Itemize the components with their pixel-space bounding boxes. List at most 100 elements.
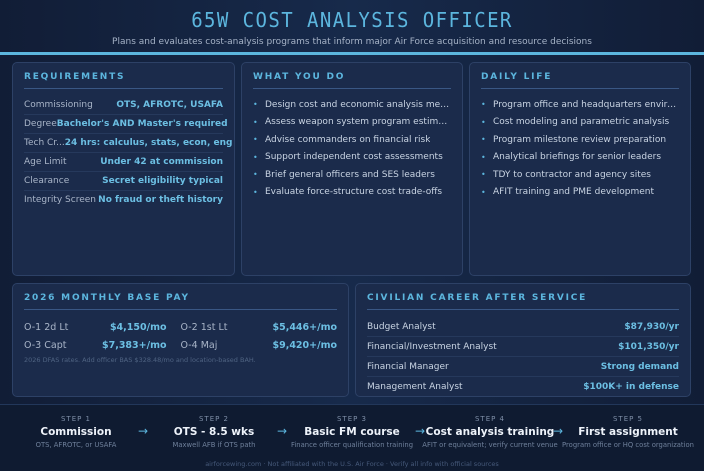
footer-disclaimer: airforcewing.com · Not affiliated with t… bbox=[205, 460, 499, 468]
step-name: Commission bbox=[40, 426, 112, 438]
pay-grade: O-3 Capt bbox=[24, 339, 67, 351]
pay-cell: O-4 Maj $9,420+/mo bbox=[181, 340, 338, 351]
what-you-do-panel: WHAT YOU DO • Design cost and economic an… bbox=[241, 62, 463, 276]
requirement-value: 24 hrs: calculus, stats, econ, eng bbox=[64, 138, 233, 148]
arrow-right-icon: → bbox=[553, 424, 564, 438]
career-salary: Strong demand bbox=[600, 361, 679, 372]
pay-amount: $4,150/mo bbox=[109, 321, 167, 333]
requirement-value: Secret eligibility typical bbox=[102, 176, 223, 186]
pay-cell: O-2 1st Lt $5,446+/mo bbox=[181, 322, 338, 333]
bullet-icon: • bbox=[253, 135, 258, 145]
step-number: STEP 1 bbox=[60, 415, 92, 423]
timeline-step-4: STEP 4 Cost analysis training AFIT or eq… bbox=[420, 415, 560, 449]
list-item: • Advise commanders on financial risk bbox=[253, 134, 431, 145]
daily-life-panel: DAILY LIFE • Program office and headquart… bbox=[469, 62, 691, 276]
requirements-list: Commissioning OTS, AFROTC, USAFA Degree Ba… bbox=[24, 96, 232, 209]
pay-amount: $7,383+/mo bbox=[101, 339, 167, 351]
page-header: 65W COST ANALYSIS OFFICER Plans and eval… bbox=[0, 0, 704, 54]
step-description: AFIT or equivalent; verify current venue bbox=[422, 441, 558, 449]
step-number: STEP 3 bbox=[336, 415, 368, 423]
requirement-row: Integrity Screen No fraud or theft histor… bbox=[24, 191, 223, 209]
pay-cell: O-3 Capt $7,383+/mo bbox=[24, 340, 181, 351]
panel-title: CIVILIAN CAREER AFTER SERVICE bbox=[367, 293, 679, 310]
pay-grade: O-2 1st Lt bbox=[180, 321, 228, 333]
civilian-career-list: Budget Analyst $87,930/yr Financial/Inves… bbox=[367, 317, 679, 396]
bullet-icon: • bbox=[481, 135, 486, 145]
step-number: STEP 2 bbox=[198, 415, 230, 423]
requirement-label: Commissioning bbox=[24, 100, 93, 110]
requirement-value: OTS, AFROTC, USAFA bbox=[116, 100, 223, 110]
career-title: Financial/Investment Analyst bbox=[367, 341, 497, 352]
bullet-icon: • bbox=[253, 187, 258, 197]
career-row: Budget Analyst $87,930/yr bbox=[367, 317, 679, 337]
career-salary: $100K+ in defense bbox=[583, 381, 679, 392]
step-description: Program office or HQ cost organization bbox=[562, 441, 694, 449]
career-row: Financial/Investment Analyst $101,350/yr bbox=[367, 337, 679, 357]
bullet-icon: • bbox=[253, 100, 258, 110]
requirement-row: Clearance Secret eligibility typical bbox=[24, 172, 223, 191]
pay-grade: O-1 2d Lt bbox=[24, 321, 69, 333]
step-description: Maxwell AFB if OTS path bbox=[172, 441, 256, 449]
requirement-row: Degree Bachelor's AND Master's required bbox=[24, 115, 228, 134]
pay-note: 2026 DFAS rates. Add officer BAS $328.48… bbox=[24, 356, 256, 364]
career-salary: $101,350/yr bbox=[618, 341, 679, 352]
step-name: First assignment bbox=[578, 426, 678, 438]
pay-row: O-1 2d Lt $4,150/mo O-2 1st Lt $5,446+/mo bbox=[24, 318, 337, 336]
panel-title: DAILY LIFE bbox=[481, 72, 679, 89]
career-timeline: STEP 1 Commission OTS, AFROTC, or USAFA … bbox=[0, 404, 704, 471]
bullet-icon: • bbox=[253, 152, 258, 162]
timeline-step-3: STEP 3 Basic FM course Finance officer q… bbox=[282, 415, 422, 449]
list-item: • Program office and headquarters enviro.… bbox=[481, 99, 680, 110]
bullet-icon: • bbox=[481, 100, 486, 110]
requirements-panel: REQUIREMENTS Commissioning OTS, AFROTC, U… bbox=[12, 62, 235, 276]
panel-title: REQUIREMENTS bbox=[24, 72, 223, 89]
pay-amount: $9,420+/mo bbox=[272, 339, 337, 351]
arrow-right-icon: → bbox=[138, 424, 149, 438]
list-item: • Program milestone review preparation bbox=[481, 134, 667, 145]
requirement-label: Clearance bbox=[24, 176, 70, 186]
list-item: • TDY to contractor and agency sites bbox=[481, 169, 651, 180]
panel-title: 2026 MONTHLY BASE PAY bbox=[24, 293, 337, 310]
page-subtitle: Plans and evaluates cost-analysis progra… bbox=[112, 37, 592, 47]
step-name: Cost analysis training bbox=[425, 426, 555, 438]
bullet-icon: • bbox=[253, 117, 258, 127]
bullet-icon: • bbox=[253, 170, 258, 180]
bullet-icon: • bbox=[481, 152, 486, 162]
requirement-label: Age Limit bbox=[24, 157, 67, 167]
timeline-step-1: STEP 1 Commission OTS, AFROTC, or USAFA bbox=[6, 415, 146, 449]
list-item: • Cost modeling and parametric analysis bbox=[481, 117, 670, 128]
step-name: OTS - 8.5 wks bbox=[173, 426, 255, 438]
step-name: Basic FM course bbox=[304, 426, 400, 438]
step-number: STEP 5 bbox=[612, 415, 644, 423]
pay-row: O-3 Capt $7,383+/mo O-4 Maj $9,420+/mo bbox=[24, 336, 337, 354]
requirement-row: Commissioning OTS, AFROTC, USAFA bbox=[24, 96, 223, 115]
career-salary: $87,930/yr bbox=[624, 321, 679, 332]
pay-cell: O-1 2d Lt $4,150/mo bbox=[24, 322, 181, 333]
bullet-icon: • bbox=[481, 170, 486, 180]
list-item: • Support independent cost assessments bbox=[253, 152, 443, 163]
bullet-icon: • bbox=[481, 117, 486, 127]
requirement-label: Integrity Screen bbox=[24, 195, 96, 205]
header-accent-line bbox=[0, 52, 704, 55]
requirement-value: Under 42 at commission bbox=[100, 157, 223, 167]
arrow-right-icon: → bbox=[415, 424, 426, 438]
list-item: • Assess weapon system program estimat... bbox=[253, 117, 452, 128]
list-item: • Evaluate force-structure cost trade-off… bbox=[253, 187, 443, 198]
requirement-row: Tech Cr... 24 hrs: calculus, stats, econ,… bbox=[24, 134, 232, 153]
what-you-do-list: • Design cost and economic analysis meth.… bbox=[253, 96, 452, 201]
page-title: 65W COST ANALYSIS OFFICER bbox=[191, 8, 513, 32]
pay-grade: O-4 Maj bbox=[180, 339, 218, 351]
requirement-value: Bachelor's AND Master's required bbox=[56, 119, 228, 129]
career-title: Budget Analyst bbox=[367, 321, 436, 332]
timeline-step-2: STEP 2 OTS - 8.5 wks Maxwell AFB if OTS … bbox=[144, 415, 284, 449]
timeline-step-5: STEP 5 First assignment Program office o… bbox=[558, 415, 698, 449]
list-item: • Analytical briefings for senior leaders bbox=[481, 152, 662, 163]
pay-amount: $5,446+/mo bbox=[272, 321, 337, 333]
requirement-label: Tech Cr... bbox=[24, 138, 65, 148]
pay-grid: O-1 2d Lt $4,150/mo O-2 1st Lt $5,446+/mo … bbox=[24, 318, 337, 354]
list-item: • Design cost and economic analysis meth.… bbox=[253, 99, 452, 110]
career-row: Management Analyst $100K+ in defense bbox=[367, 377, 679, 396]
step-description: Finance officer qualification training bbox=[290, 441, 414, 449]
requirement-row: Age Limit Under 42 at commission bbox=[24, 153, 223, 172]
career-title: Financial Manager bbox=[367, 361, 449, 372]
